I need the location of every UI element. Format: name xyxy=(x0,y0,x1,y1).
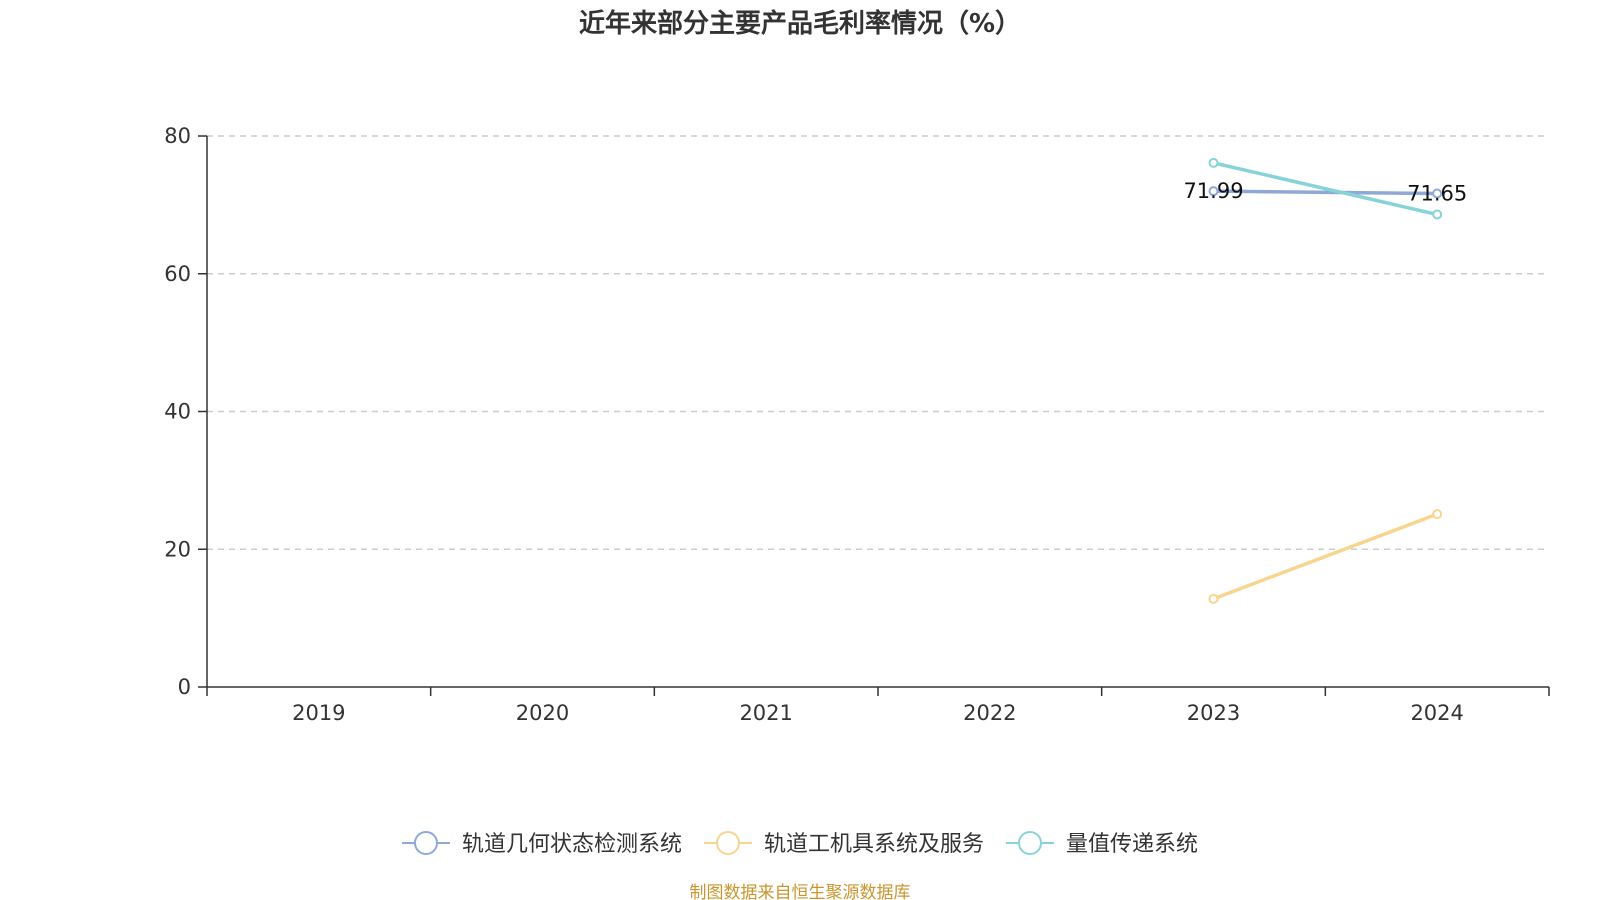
legend-label: 轨道工机具系统及服务 xyxy=(764,832,984,857)
x-tick-label: 2023 xyxy=(1187,701,1240,725)
legend-circle-icon xyxy=(1018,831,1042,855)
data-point xyxy=(1432,188,1443,199)
data-point xyxy=(1432,509,1443,520)
legend-item: 量值传递系统 xyxy=(1006,831,1198,857)
y-tick-label: 0 xyxy=(178,675,191,699)
legend-label: 量值传递系统 xyxy=(1066,832,1198,857)
x-tick-label: 2022 xyxy=(963,701,1016,725)
data-point xyxy=(1208,593,1219,604)
legend-circle-icon xyxy=(414,831,438,855)
data-labels: 71.99 71.65 xyxy=(1183,179,1467,205)
axes: 0 20 40 60 80 2019 2020 2021 2022 2023 2024 xyxy=(164,124,1550,725)
legend: 轨道几何状态检测系统 轨道工机具系统及服务 量值传递系统 xyxy=(402,831,1198,857)
series-line xyxy=(1211,189,1439,196)
y-tick-label: 80 xyxy=(164,124,191,148)
data-point xyxy=(1208,186,1219,197)
series-line xyxy=(1211,161,1439,217)
x-tick-label: 2020 xyxy=(516,701,569,725)
series-group xyxy=(1208,157,1443,604)
legend-item: 轨道工机具系统及服务 xyxy=(704,831,984,857)
y-tick-label: 40 xyxy=(164,400,191,424)
legend-circle-icon xyxy=(716,831,740,855)
data-label: 71.65 xyxy=(1407,182,1467,206)
legend-label: 轨道几何状态检测系统 xyxy=(462,832,682,857)
source-note: 制图数据来自恒生聚源数据库 xyxy=(690,883,911,900)
data-point xyxy=(1208,157,1219,168)
x-tick-label: 2024 xyxy=(1410,701,1463,725)
y-tick-label: 20 xyxy=(164,537,191,561)
y-tick-label: 60 xyxy=(164,262,191,286)
x-tick-label: 2019 xyxy=(292,701,345,725)
grid-lines xyxy=(207,135,1549,550)
series-line xyxy=(1211,512,1439,601)
legend-item: 轨道几何状态检测系统 xyxy=(402,831,682,857)
data-label: 71.99 xyxy=(1183,179,1243,203)
data-point xyxy=(1432,209,1443,220)
chart-title: 近年来部分主要产品毛利率情况（%） xyxy=(579,8,1021,39)
x-tick-label: 2021 xyxy=(739,701,792,725)
